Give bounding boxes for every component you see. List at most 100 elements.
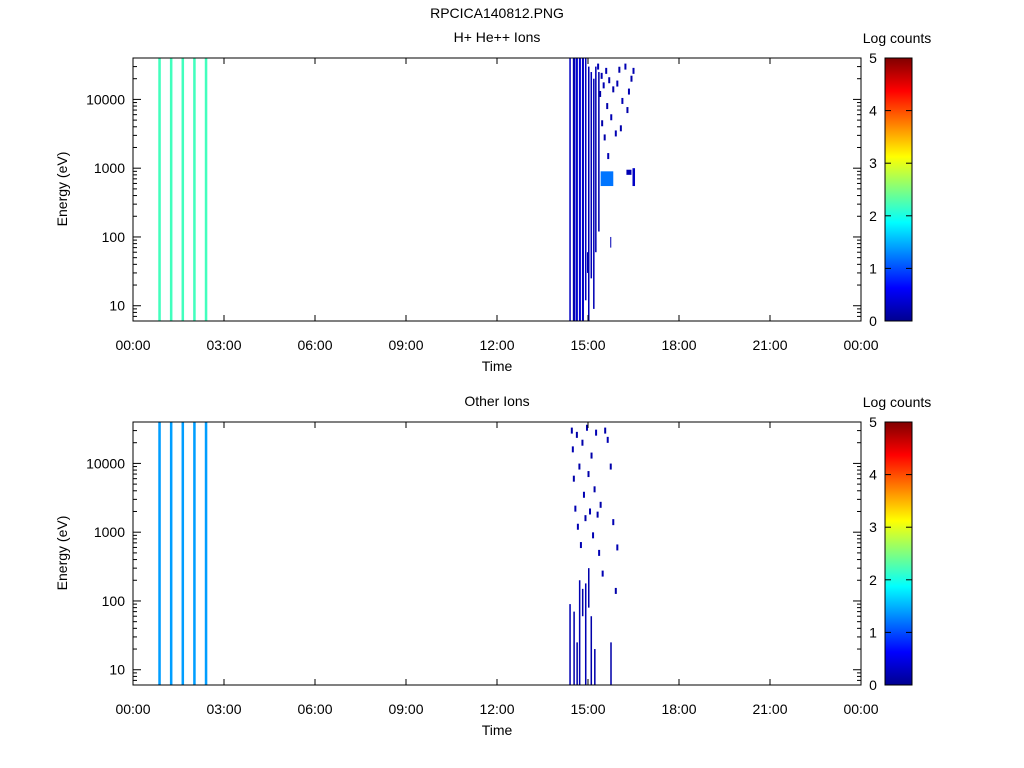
data-segment <box>584 58 587 301</box>
data-pixel <box>571 446 574 453</box>
x-tick-label: 15:00 <box>570 701 605 717</box>
plot-area <box>158 422 619 685</box>
data-pixel <box>581 439 584 446</box>
colorbar <box>884 421 913 686</box>
data-pixel <box>579 542 582 549</box>
x-tick-label: 18:00 <box>661 337 696 353</box>
colorbar-tick-label: 3 <box>869 155 877 171</box>
data-segment <box>581 588 584 617</box>
data-pixel <box>590 452 593 459</box>
data-column <box>193 422 196 685</box>
data-segment <box>594 649 596 685</box>
data-segment <box>575 58 578 321</box>
colorbar-tick-label: 0 <box>869 677 877 693</box>
data-segment <box>586 252 588 273</box>
data-column <box>158 58 161 321</box>
data-pixel <box>598 549 601 556</box>
x-tick-label: 03:00 <box>206 337 241 353</box>
y-axis-ticks: 10 100 1000 10000 <box>86 57 861 322</box>
colorbar-label: Log counts <box>863 30 932 46</box>
x-axis-ticks: 00:00 03:00 06:00 09:00 12:00 15:00 18:00 21:00… <box>115 58 879 353</box>
data-segment <box>590 72 593 279</box>
y-tick-label: 1000 <box>94 524 125 540</box>
colorbar-tick-label: 2 <box>869 572 877 588</box>
data-pixel <box>587 471 590 478</box>
x-tick-label: 12:00 <box>479 337 514 353</box>
data-column <box>204 58 208 321</box>
colorbar-tick-label: 1 <box>869 624 877 640</box>
data-pixel <box>589 508 592 515</box>
data-pixel <box>596 511 599 518</box>
x-tick-label: 21:00 <box>752 701 787 717</box>
data-column <box>181 422 185 685</box>
colorbar-tick-label: 4 <box>869 467 877 483</box>
data-pixel <box>570 427 573 434</box>
data-column <box>181 58 185 321</box>
data-segment <box>600 171 614 187</box>
data-pixel <box>606 436 609 443</box>
data-pixel <box>605 67 608 74</box>
data-pixel <box>624 63 627 70</box>
data-pixel <box>616 544 619 551</box>
x-tick-label: 06:00 <box>297 337 332 353</box>
data-segment <box>632 168 636 187</box>
data-column <box>169 58 173 321</box>
data-pixel <box>584 515 587 522</box>
data-segment <box>588 568 590 608</box>
data-pixel <box>592 532 595 539</box>
data-pixel <box>610 114 613 121</box>
data-pixel <box>603 134 606 141</box>
colorbar-ticks: 0 1 2 3 4 5 <box>869 414 912 693</box>
data-pixel <box>585 424 588 431</box>
data-segment <box>573 611 575 685</box>
data-pixel <box>619 125 622 132</box>
data-segment <box>581 58 584 321</box>
data-pixel <box>600 72 603 79</box>
data-segment <box>595 66 597 253</box>
data-pixel <box>606 103 609 110</box>
data-pixel <box>618 66 621 73</box>
x-tick-label: 18:00 <box>661 701 696 717</box>
data-pixel <box>578 463 581 470</box>
colorbar-tick-label: 1 <box>869 260 877 276</box>
data-segment <box>593 78 595 309</box>
data-pixel <box>632 67 635 74</box>
data-pixel <box>575 431 578 438</box>
data-pixel <box>614 130 617 137</box>
x-tick-label: 00:00 <box>843 337 878 353</box>
data-pixel <box>599 90 602 97</box>
x-tick-label: 00:00 <box>115 701 150 717</box>
y-tick-label: 10 <box>109 298 125 314</box>
panel-h-he-ions: H+ He++ Ions 00:00 03:00 06:00 09:00 12:00 15… <box>54 29 931 374</box>
data-pixel <box>582 491 585 498</box>
data-segment <box>598 72 600 232</box>
figure-title: RPCICA140812.PNG <box>430 5 564 21</box>
panel-title: Other Ions <box>464 393 529 409</box>
y-tick-label: 10000 <box>86 455 125 471</box>
data-segment <box>610 236 612 248</box>
x-axis-label: Time <box>482 358 513 374</box>
data-segment <box>569 58 571 321</box>
data-column <box>204 422 208 685</box>
data-pixel <box>607 153 610 160</box>
data-pixel <box>614 587 617 594</box>
y-axis-ticks: 10 100 1000 10000 <box>86 421 861 686</box>
colorbar-tick-label: 2 <box>869 208 877 224</box>
colorbar-tick-label: 0 <box>869 313 877 329</box>
data-pixel <box>621 97 624 104</box>
data-segment <box>578 58 581 321</box>
x-tick-label: 06:00 <box>297 701 332 717</box>
colorbar-tick-label: 5 <box>869 50 877 66</box>
data-pixel <box>609 463 612 470</box>
x-tick-label: 00:00 <box>843 701 878 717</box>
data-column <box>193 58 196 321</box>
data-segment <box>590 616 593 685</box>
x-tick-label: 03:00 <box>206 701 241 717</box>
x-tick-label: 15:00 <box>570 337 605 353</box>
panel-other-ions: Other Ions 00:00 03:00 06:00 09:00 12:00 15:0… <box>54 393 931 738</box>
data-segment <box>584 583 587 685</box>
y-axis-label: Energy (eV) <box>54 152 70 227</box>
data-segment <box>610 642 612 685</box>
x-tick-label: 09:00 <box>388 337 423 353</box>
colorbar-tick-label: 5 <box>869 414 877 430</box>
